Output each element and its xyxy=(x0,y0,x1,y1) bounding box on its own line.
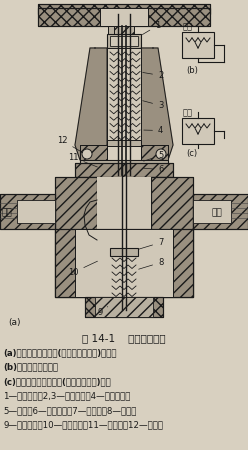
Text: 4: 4 xyxy=(144,126,163,135)
Bar xyxy=(107,140,141,146)
Bar xyxy=(107,48,141,145)
Circle shape xyxy=(82,149,92,159)
Text: 1: 1 xyxy=(142,21,160,35)
Bar xyxy=(75,229,173,297)
Text: 5—膜片；6—膜片气室；7—阻尼管；8—阀芯；: 5—膜片；6—膜片气室；7—阻尼管；8—阀芯； xyxy=(3,406,136,415)
Text: 1—调节旋钮；2,3—调压弹簧；4—溢流阀座；: 1—调节旋钮；2,3—调压弹簧；4—溢流阀座； xyxy=(3,392,130,400)
Bar xyxy=(95,297,153,317)
Text: 7: 7 xyxy=(139,238,163,249)
Bar xyxy=(151,177,193,297)
Text: (c): (c) xyxy=(186,149,198,158)
Bar xyxy=(38,4,210,14)
Bar xyxy=(75,163,173,177)
Bar xyxy=(80,145,107,163)
Text: 2: 2 xyxy=(143,71,163,80)
Text: 符号: 符号 xyxy=(183,108,193,117)
Bar xyxy=(141,145,168,163)
Bar xyxy=(125,177,151,297)
Text: 5: 5 xyxy=(144,151,163,161)
Text: 输出: 输出 xyxy=(211,208,222,217)
Polygon shape xyxy=(75,48,107,160)
Text: (a)带溢流阀的减压阀(简称溢流减压阀)结构；: (a)带溢流阀的减压阀(简称溢流减压阀)结构； xyxy=(3,348,117,357)
Bar xyxy=(100,8,148,26)
Bar xyxy=(193,200,231,223)
Bar xyxy=(17,200,55,223)
Text: 6: 6 xyxy=(144,165,163,174)
Bar xyxy=(55,177,97,297)
Text: 12: 12 xyxy=(57,136,83,153)
Bar xyxy=(114,26,134,36)
Bar xyxy=(55,177,97,297)
Bar xyxy=(0,194,55,229)
Bar xyxy=(97,177,151,297)
Bar xyxy=(38,8,210,26)
Text: 符号: 符号 xyxy=(183,22,193,31)
Bar xyxy=(55,229,193,297)
Bar xyxy=(182,118,214,144)
Bar xyxy=(75,163,173,177)
Bar xyxy=(0,194,55,229)
Bar xyxy=(110,36,138,46)
Text: (b)溢流减压阀符号；: (b)溢流减压阀符号； xyxy=(3,363,58,372)
Bar xyxy=(107,34,141,48)
Text: 9: 9 xyxy=(97,306,108,317)
Bar xyxy=(193,194,248,229)
Text: (b): (b) xyxy=(186,66,198,75)
Text: 10: 10 xyxy=(68,261,97,277)
Bar xyxy=(55,229,193,297)
Bar xyxy=(85,297,163,317)
Bar xyxy=(38,4,210,14)
Text: 8: 8 xyxy=(139,258,163,269)
Text: (a): (a) xyxy=(8,318,21,327)
Text: 3: 3 xyxy=(143,101,163,110)
Text: 图 14-1    直动式减压阀: 图 14-1 直动式减压阀 xyxy=(82,333,166,343)
Text: 9—复位弹簧；10—进气阀口；11—排气孔；12—溢流孔: 9—复位弹簧；10—进气阀口；11—排气孔；12—溢流孔 xyxy=(3,420,163,429)
Bar xyxy=(97,177,123,297)
Polygon shape xyxy=(141,48,173,160)
Text: (c)不带溢流阀的减压阀(即普通减压阀)符号: (c)不带溢流阀的减压阀(即普通减压阀)符号 xyxy=(3,377,111,386)
Bar xyxy=(182,32,214,58)
Bar xyxy=(151,177,193,297)
Text: 输入: 输入 xyxy=(2,208,13,217)
Bar xyxy=(85,297,163,317)
Bar xyxy=(80,160,168,164)
Bar xyxy=(141,145,168,163)
Bar xyxy=(193,194,248,229)
Circle shape xyxy=(156,149,166,159)
Bar xyxy=(108,26,120,34)
Text: 11: 11 xyxy=(68,153,97,167)
Bar xyxy=(110,248,138,256)
Bar xyxy=(80,145,107,163)
Bar xyxy=(38,8,210,26)
